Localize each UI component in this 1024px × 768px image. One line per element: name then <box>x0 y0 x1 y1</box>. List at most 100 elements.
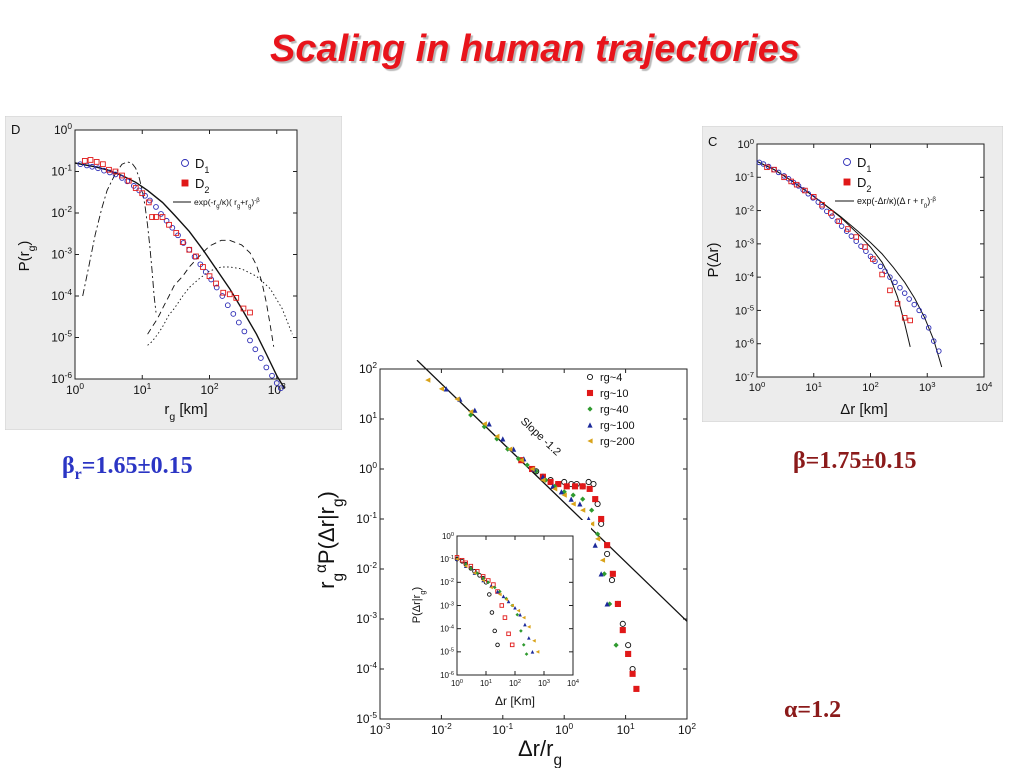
panel-d-point-d1 <box>77 161 84 168</box>
main-x-tick-label: 102 <box>678 721 696 737</box>
inset-point-rg-4 <box>489 610 495 615</box>
main-point-rg-4 <box>625 642 632 649</box>
panel-d-point-d2 <box>220 289 227 296</box>
inset-point-rg-100 <box>523 622 527 627</box>
panel-d-x-tick-label: 102 <box>200 381 218 397</box>
panel-d-point-d2 <box>247 309 253 316</box>
panel-d-point-d1 <box>180 240 187 246</box>
main-point-rg-4 <box>585 478 592 486</box>
main-legend-label: rg~40 <box>600 404 628 416</box>
inset-point-rg-40 <box>524 652 529 656</box>
panel-d-point-d1 <box>277 385 284 392</box>
panel-c-point-d1 <box>911 301 917 308</box>
panel-c-point-d1 <box>760 161 767 167</box>
panel-c-point-d2 <box>862 244 868 250</box>
main-y-tick-label: 101 <box>359 410 377 426</box>
panel-d-point-d1 <box>124 178 131 185</box>
panel-d-point-d2 <box>81 158 88 164</box>
panel-d-point-d2 <box>206 273 213 280</box>
panel-c-point-d2 <box>845 226 851 232</box>
main-point-rg-10 <box>619 627 626 634</box>
main-legend-marker <box>587 438 593 444</box>
panel-d-point-d1 <box>263 364 270 371</box>
panel-d-point-d2 <box>93 159 100 165</box>
inset-point-rg-100 <box>518 612 522 617</box>
main-point-rg-100 <box>540 474 546 480</box>
panel-d-curve-dashed <box>147 239 275 347</box>
panel-d-point-d2 <box>125 177 132 184</box>
panel-c-point-d2 <box>802 187 808 194</box>
panel-c-point-d2 <box>819 201 825 208</box>
panel-d-point-d1 <box>147 197 153 204</box>
panel-c-y-tick-label: 10-7 <box>735 369 754 384</box>
panel-c-point-d1 <box>887 274 893 280</box>
panel-d-point-d1 <box>112 171 119 178</box>
main-legend-marker <box>586 373 594 381</box>
main-point-rg-10 <box>592 496 599 503</box>
panel-d-x-tick-label: 101 <box>133 381 151 397</box>
panel-d-legend-d1-marker <box>181 159 189 167</box>
panel-c-point-d2 <box>853 234 859 240</box>
panel-d-point-d2 <box>145 199 152 206</box>
inset-point-rg-4 <box>495 642 500 648</box>
main-point-rg-200 <box>518 457 524 463</box>
panel-d-label: D <box>11 122 20 137</box>
inset-point-rg-200 <box>463 564 468 568</box>
panel-d-legend-d2-marker <box>181 179 189 187</box>
panel-c-legend-d1: D1 <box>857 155 871 174</box>
inset-point-rg-100 <box>513 605 517 610</box>
main-point-rg-200 <box>540 477 546 483</box>
panel-d-point-d2 <box>112 168 119 175</box>
panel-c-x-tick-label: 101 <box>805 380 822 395</box>
panel-c-x-tick-label: 100 <box>749 380 766 395</box>
panel-c-point-d1 <box>858 243 864 249</box>
main-slope-line <box>416 360 688 622</box>
main-point-rg-4 <box>590 481 597 488</box>
inset-point-rg-40 <box>481 576 485 581</box>
main-y-tick-label: 10-2 <box>356 560 377 576</box>
main-point-rg-100 <box>604 601 610 607</box>
panel-c-point-d2 <box>879 271 885 278</box>
main-point-rg-10 <box>579 483 586 490</box>
main-point-rg-100 <box>443 386 449 392</box>
main-point-rg-10 <box>604 542 611 549</box>
panel-c-point-d1 <box>805 191 812 197</box>
main-point-rg-100 <box>472 407 478 413</box>
panel-c-y-tick-label: 10-2 <box>735 203 754 218</box>
inset-x-tick-label: 103 <box>538 679 550 688</box>
panel-c-label: C <box>708 134 717 149</box>
inset-point-rg-100 <box>527 636 531 640</box>
panel-c-point-d1 <box>892 279 898 286</box>
panel-c-y-tick-label: 10-3 <box>735 236 754 251</box>
panel-d-point-d1 <box>213 284 220 291</box>
main-point-rg-10 <box>571 483 579 490</box>
panel-c-point-d1 <box>921 313 927 320</box>
panel-d-point-d1 <box>269 372 275 379</box>
panel-d-point-d2 <box>106 166 112 173</box>
main-legend-marker <box>587 406 593 412</box>
panel-d-point-d1 <box>230 311 237 317</box>
main-point-rg-4 <box>608 577 616 584</box>
panel-c-y-tick-label: 10-5 <box>735 303 754 318</box>
main-point-rg-40 <box>589 507 595 513</box>
main-point-rg-10 <box>563 483 570 490</box>
panel-d-point-d2 <box>132 185 139 191</box>
panel-c-x-axis-label: Δr [km] <box>840 401 888 418</box>
panel-d-y-tick-label: 10-2 <box>51 204 72 220</box>
main-point-rg-10 <box>633 685 640 692</box>
panel-c-point-d2 <box>870 256 876 262</box>
inset-point-rg-10 <box>459 557 465 563</box>
main-point-rg-200 <box>425 377 431 383</box>
inset-x-tick-label: 100 <box>451 679 463 688</box>
slide-title: Scaling in human trajectories <box>269 28 801 70</box>
main-point-rg-100 <box>592 542 598 548</box>
panel-c-point-d2 <box>836 218 842 224</box>
panel-c-y-tick-label: 10-4 <box>735 269 755 284</box>
inset-point-rg-4 <box>492 628 497 634</box>
panel-d-point-d1 <box>153 204 159 210</box>
panel-c-point-d1 <box>775 169 782 176</box>
panel-c-fit-curve <box>756 160 911 348</box>
main-point-rg-10 <box>614 600 621 607</box>
main-point-rg-200 <box>468 409 474 415</box>
panel-d-point-d2 <box>139 190 146 197</box>
